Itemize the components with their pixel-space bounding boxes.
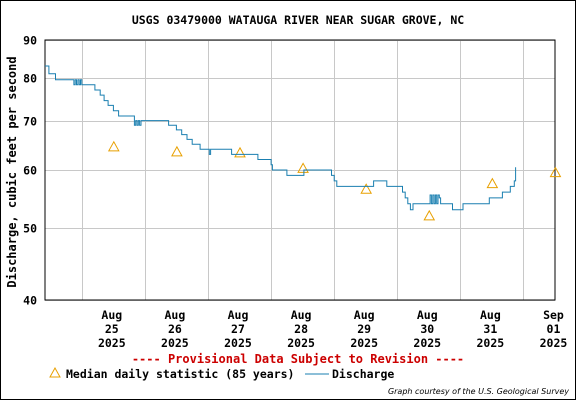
x-tick-label: 2025	[287, 336, 315, 350]
legend-median-label: Median daily statistic (85 years)	[66, 367, 294, 381]
x-tick-label: 01	[547, 322, 561, 336]
x-tick-label: 29	[357, 322, 371, 336]
x-tick-label: 27	[231, 322, 245, 336]
x-tick-label: Sep	[543, 308, 564, 322]
y-tick-label: 50	[23, 222, 37, 236]
y-tick-label: 80	[23, 72, 37, 86]
x-tick-label: 2025	[161, 336, 189, 350]
y-tick-label: 40	[23, 294, 37, 308]
chart-title: USGS 03479000 WATAUGA RIVER NEAR SUGAR G…	[132, 13, 464, 27]
median-point	[171, 145, 183, 157]
y-axis-label: Discharge, cubic feet per second	[5, 56, 19, 287]
x-tick-label: 31	[483, 322, 497, 336]
median-point	[423, 209, 436, 221]
grid-lines	[45, 40, 555, 301]
x-tick-label: 2025	[350, 336, 378, 350]
median-point	[107, 140, 120, 152]
median-point	[360, 183, 373, 194]
x-tick-label: 26	[168, 322, 182, 336]
x-tick-label: 28	[294, 322, 308, 336]
x-tick-label: 2025	[413, 336, 441, 350]
x-tick-label: Aug	[354, 308, 375, 322]
provisional-notice: ---- Provisional Data Subject to Revisio…	[132, 352, 464, 366]
x-tick-label: Aug	[101, 308, 122, 322]
x-tick-label: 30	[420, 322, 434, 336]
x-tick-label: Aug	[165, 308, 186, 322]
discharge-series-line	[45, 65, 517, 211]
x-tick-label: Aug	[291, 308, 312, 322]
median-point	[486, 177, 499, 189]
median-point	[234, 146, 246, 158]
legend-median-marker	[49, 366, 61, 378]
x-tick-label: 2025	[98, 336, 126, 350]
median-point	[549, 166, 562, 178]
y-tick-label: 70	[23, 115, 37, 129]
x-tick-label: 2025	[224, 336, 252, 350]
x-tick-labels: Aug252025Aug262025Aug272025Aug282025Aug2…	[98, 308, 567, 350]
x-tick-label: 25	[105, 322, 119, 336]
legend-discharge-label: Discharge	[332, 367, 394, 381]
x-tick-label: Aug	[480, 308, 501, 322]
x-tick-label: Aug	[417, 308, 438, 322]
plot-area-border	[44, 39, 556, 301]
median-series	[107, 140, 562, 221]
credit-text: Graph courtesy of the U.S. Geological Su…	[388, 387, 569, 396]
y-tick-labels: 40 50 60 70 80 90	[23, 34, 37, 308]
median-point	[297, 162, 309, 173]
y-tick-label: 60	[23, 164, 37, 178]
x-tick-label: 2025	[540, 336, 568, 350]
y-tick-label: 90	[23, 34, 37, 48]
x-tick-label: 2025	[477, 336, 505, 350]
x-tick-label: Aug	[228, 308, 249, 322]
